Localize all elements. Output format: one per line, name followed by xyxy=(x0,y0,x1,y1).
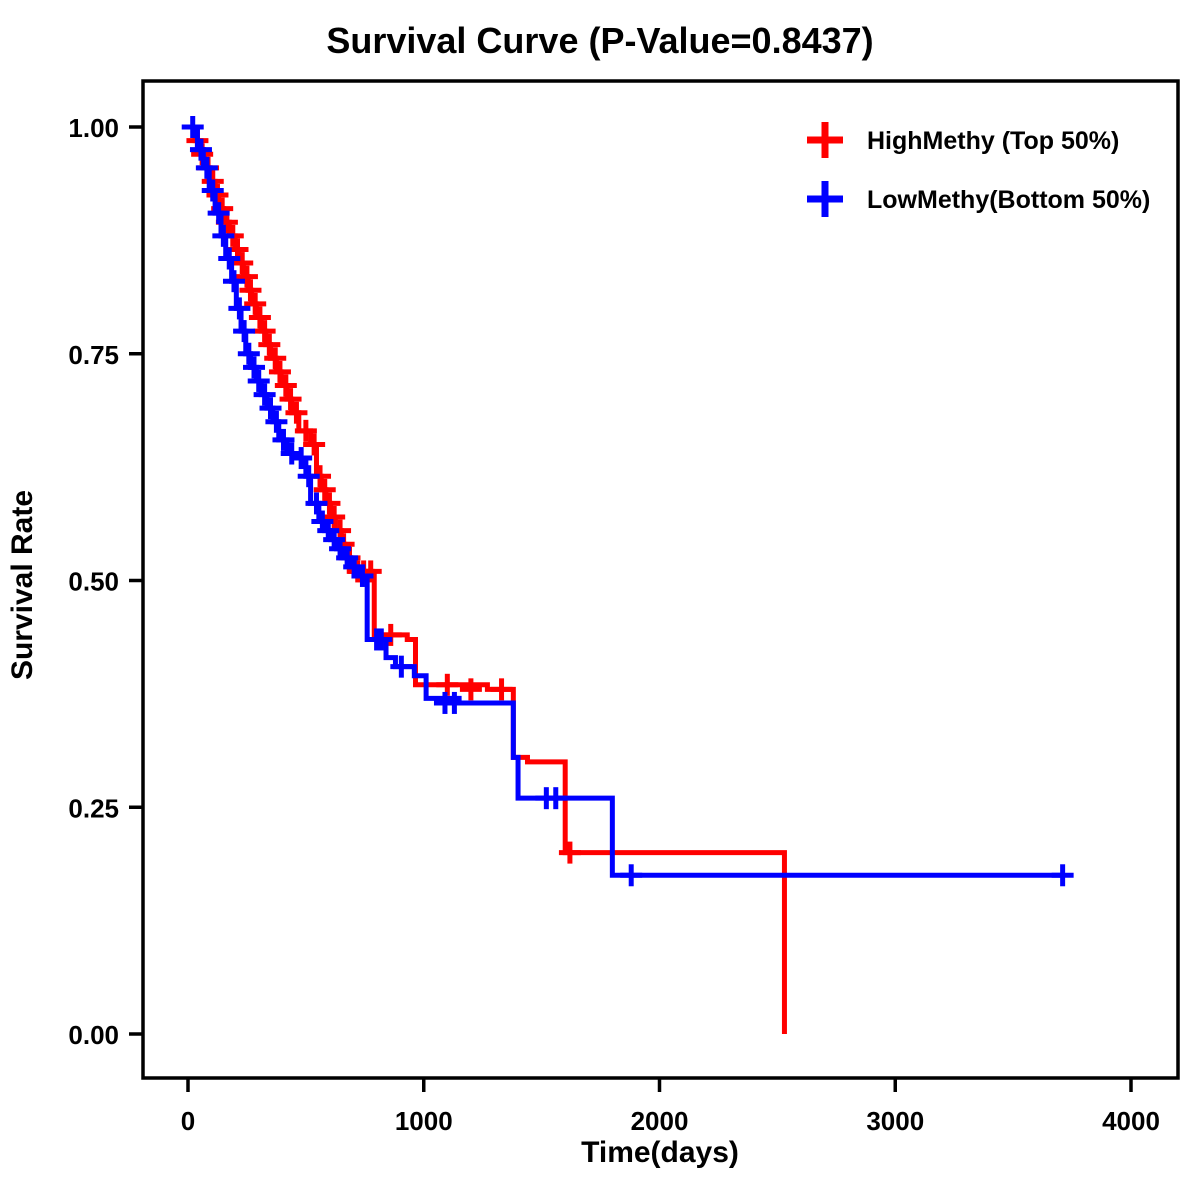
censor-plus-marker xyxy=(195,156,218,179)
legend-item-high-methy[interactable]: HighMethy (Top 50%) xyxy=(807,122,1119,158)
y-tick-label: 0.00 xyxy=(68,1020,119,1050)
censor-plus-marker xyxy=(264,347,287,370)
censor-plus-marker xyxy=(231,252,254,275)
censor-plus-marker xyxy=(181,116,204,138)
x-axis-label: Time(days) xyxy=(581,1136,739,1169)
censor-plus-marker xyxy=(297,465,320,488)
y-tick-label: 0.25 xyxy=(68,793,119,823)
censor-plus-marker xyxy=(235,265,258,288)
censor-plus-marker xyxy=(620,864,643,887)
censor-plus-marker xyxy=(212,224,235,247)
censor-plus-marker xyxy=(248,306,271,329)
censor-plus-marker xyxy=(207,202,230,225)
censor-plus-marker xyxy=(390,655,413,678)
censor-plus-marker xyxy=(228,297,251,320)
censor-plus-marker xyxy=(233,320,256,343)
y-axis-ticks: 0.00 0.25 0.50 0.75 1.00 xyxy=(68,113,143,1050)
censor-plus-marker xyxy=(558,841,581,864)
x-tick-label: 2000 xyxy=(631,1106,689,1136)
legend-plus-icon xyxy=(807,181,843,217)
y-tick-label: 0.75 xyxy=(68,340,119,370)
censor-plus-marker xyxy=(274,374,297,397)
censor-plus-marker xyxy=(459,678,482,701)
censor-plus-marker xyxy=(303,433,326,456)
censor-plus-marker xyxy=(222,270,245,293)
chart-legend: HighMethy (Top 50%) LowMethy(Bottom 50%) xyxy=(807,122,1150,217)
censor-plus-marker xyxy=(323,506,346,529)
censor-plus-marker xyxy=(290,447,313,470)
x-tick-label: 0 xyxy=(181,1106,195,1136)
censor-plus-marker xyxy=(237,342,260,365)
y-tick-label: 0.50 xyxy=(68,567,119,597)
censor-plus-marker xyxy=(490,678,513,701)
censor-plus-marker xyxy=(218,247,241,270)
censor-plus-marker xyxy=(544,787,567,810)
x-tick-label: 3000 xyxy=(866,1106,924,1136)
censor-plus-marker xyxy=(243,356,266,379)
censor-plus-marker xyxy=(268,360,291,383)
legend-plus-icon xyxy=(807,122,843,158)
censor-plus-marker xyxy=(244,292,267,315)
censor-plus-marker xyxy=(253,383,276,406)
censor-plus-marker xyxy=(370,628,393,651)
censor-plus-marker xyxy=(247,369,270,392)
y-tick-label: 1.00 xyxy=(68,113,119,143)
censor-plus-marker xyxy=(272,428,295,451)
censor-plus-marker xyxy=(189,138,212,161)
series-layer xyxy=(181,116,1074,1034)
legend-label: LowMethy(Bottom 50%) xyxy=(867,186,1150,214)
censor-plus-marker xyxy=(294,419,317,442)
censor-plus-marker xyxy=(265,410,288,433)
x-tick-label: 1000 xyxy=(395,1106,453,1136)
x-axis-ticks: 0 1000 2000 3000 4000 xyxy=(181,1078,1160,1136)
censor-plus-marker xyxy=(351,564,374,587)
y-axis-label: Survival Rate xyxy=(6,490,39,680)
censor-plus-marker xyxy=(305,492,328,515)
censor-plus-marker xyxy=(279,388,302,411)
legend-item-low-methy[interactable]: LowMethy(Bottom 50%) xyxy=(807,181,1150,217)
censor-plus-marker xyxy=(239,279,262,302)
censor-plus-marker xyxy=(258,333,281,356)
series-low-methy xyxy=(181,116,1074,887)
censor-plus-marker xyxy=(285,401,308,424)
censor-plus-marker xyxy=(201,179,224,202)
x-tick-label: 4000 xyxy=(1102,1106,1160,1136)
legend-label: HighMethy (Top 50%) xyxy=(867,127,1119,155)
censor-plus-marker xyxy=(253,320,276,343)
page-title: Survival Curve (P-Value=0.8437) xyxy=(326,20,873,61)
censor-plus-marker xyxy=(313,478,336,501)
censor-plus-marker xyxy=(1051,864,1074,887)
censor-plus-marker xyxy=(259,397,282,420)
censor-plus-marker xyxy=(443,691,466,714)
